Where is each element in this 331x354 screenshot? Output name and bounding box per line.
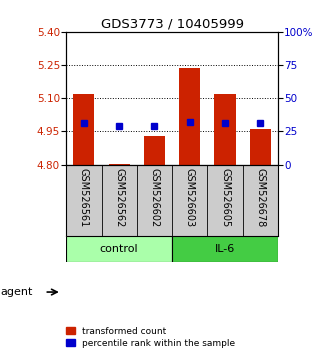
Text: GSM526562: GSM526562	[114, 168, 124, 228]
Bar	[73, 94, 94, 165]
Text: GSM526605: GSM526605	[220, 168, 230, 228]
Text: GSM526603: GSM526603	[185, 168, 195, 227]
Text: GSM526602: GSM526602	[150, 168, 160, 228]
Bar	[144, 136, 165, 165]
Text: GSM526561: GSM526561	[79, 168, 89, 228]
Bar	[179, 68, 200, 165]
Text: GSM526678: GSM526678	[256, 168, 265, 228]
Text: control: control	[100, 244, 138, 254]
Title: GDS3773 / 10405999: GDS3773 / 10405999	[101, 18, 244, 31]
Text: agent: agent	[1, 287, 33, 297]
Bar	[109, 164, 130, 165]
Bar	[66, 236, 172, 262]
Bar	[172, 236, 278, 262]
Legend: transformed count, percentile rank within the sample: transformed count, percentile rank withi…	[64, 325, 237, 349]
Bar	[250, 129, 271, 165]
Bar	[214, 94, 236, 165]
Text: IL-6: IL-6	[215, 244, 235, 254]
